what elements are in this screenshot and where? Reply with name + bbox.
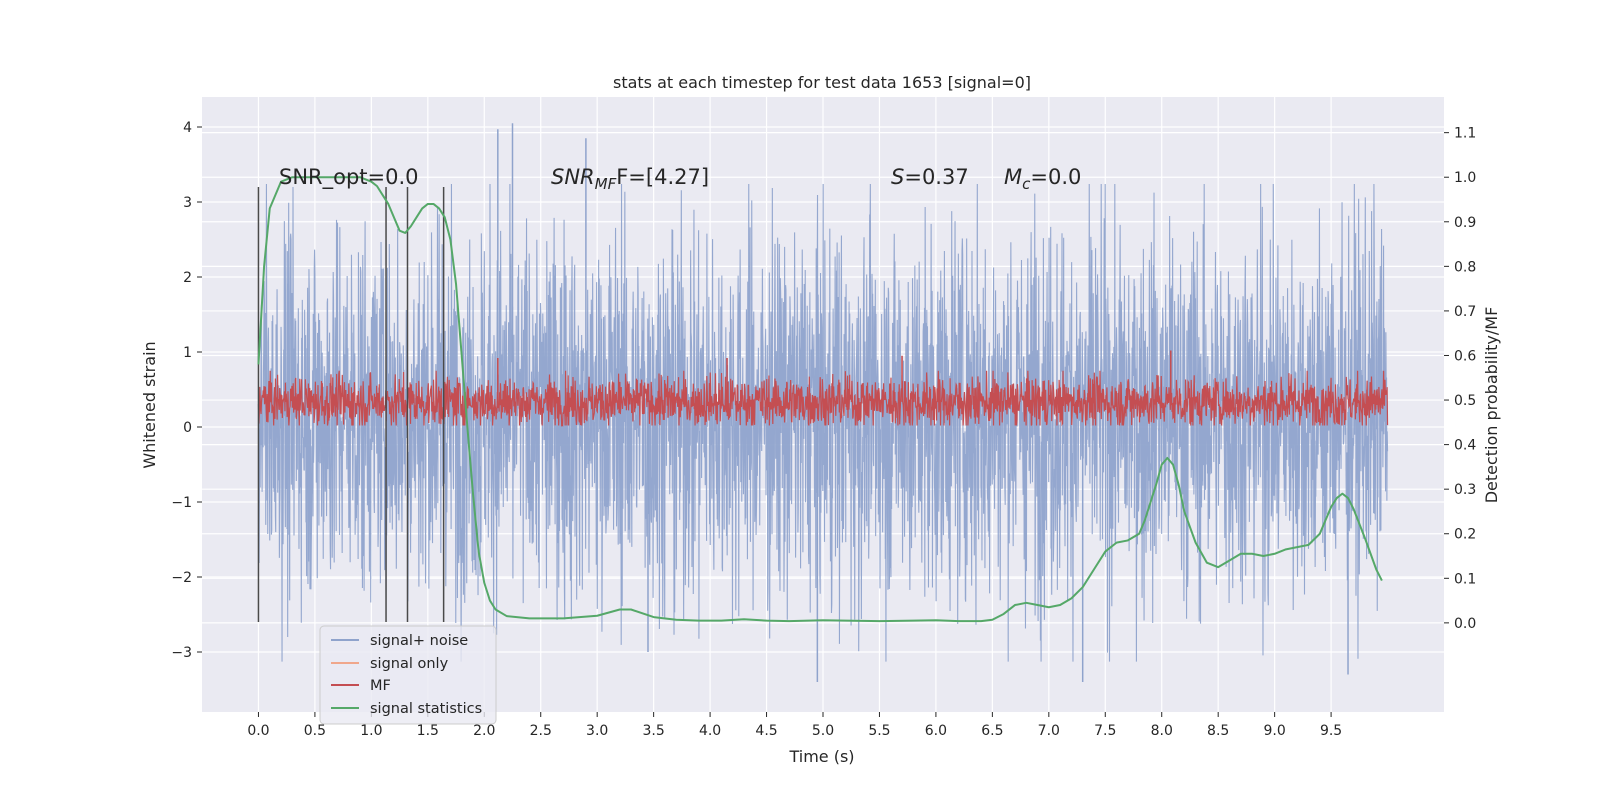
mc-symbol: M bbox=[1004, 165, 1022, 189]
x-tick-label-19: 9.5 bbox=[1320, 723, 1342, 739]
x-tick-label-13: 6.5 bbox=[981, 723, 1003, 739]
vertical-markers bbox=[257, 187, 445, 622]
series-mf bbox=[257, 350, 1389, 427]
legend-label-signal-only: signal only bbox=[370, 656, 449, 672]
snr-mf-suffix: F=[4.27] bbox=[616, 165, 709, 189]
x-tick-label-9: 4.5 bbox=[755, 723, 777, 739]
mf-trace bbox=[257, 370, 1389, 427]
mc-value: =0.0 bbox=[1030, 165, 1081, 189]
x-tick-label-14: 7.0 bbox=[1038, 723, 1060, 739]
x-tick-label-5: 2.5 bbox=[530, 723, 552, 739]
x-tick-label-17: 8.5 bbox=[1207, 723, 1229, 739]
x-tick-label-0: 0.0 bbox=[247, 723, 269, 739]
y-right-tick-label-5: 0.5 bbox=[1454, 393, 1476, 409]
x-tick-label-12: 6.0 bbox=[925, 723, 947, 739]
y-right-tick-label-3: 0.3 bbox=[1454, 482, 1476, 498]
y-right-tick-label-8: 0.8 bbox=[1454, 259, 1476, 275]
x-tick-label-4: 2.0 bbox=[473, 723, 495, 739]
y-axis-right-label: Detection probability/MF bbox=[1482, 307, 1501, 504]
annotation-snr-mf: SNRMFF=[4.27] bbox=[551, 165, 709, 193]
x-tick-label-3: 1.5 bbox=[417, 723, 439, 739]
legend-label-signal-statistics: signal statistics bbox=[370, 701, 482, 717]
x-tick-label-8: 4.0 bbox=[699, 723, 721, 739]
x-tick-label-7: 3.5 bbox=[643, 723, 665, 739]
x-axis-label: Time (s) bbox=[788, 747, 854, 766]
snr-mf-prefix: SNR bbox=[551, 165, 595, 189]
y-right-tick-label-1: 0.1 bbox=[1454, 571, 1476, 587]
annotation-s: S=0.37 bbox=[891, 165, 969, 189]
y-tick-label-2: −1 bbox=[171, 495, 192, 511]
series-signal-noise bbox=[257, 123, 1389, 682]
x-tick-label-11: 5.5 bbox=[868, 723, 890, 739]
legend-box bbox=[319, 625, 497, 725]
y-right-tick-label-6: 0.6 bbox=[1454, 348, 1476, 364]
x-tick-label-16: 8.0 bbox=[1151, 723, 1173, 739]
y-right-tick-label-10: 1.0 bbox=[1454, 170, 1476, 186]
y-axis-label: Whitened strain bbox=[140, 341, 159, 468]
x-axis-ticks: 0.0 0.5 1.0 1.5 2.0 2.5 3.0 3.5 4.0 4.5 5.0 5.5 6.0 6… bbox=[247, 712, 1342, 739]
x-tick-label-18: 9.0 bbox=[1264, 723, 1286, 739]
y-tick-label-7: 4 bbox=[183, 120, 192, 136]
snr-mf-sub: MF bbox=[595, 175, 617, 193]
x-tick-label-6: 3.0 bbox=[586, 723, 608, 739]
y-right-tick-label-9: 0.9 bbox=[1454, 215, 1476, 231]
legend-label-signal-noise: signal+ noise bbox=[370, 633, 468, 649]
y-right-tick-label-7: 0.7 bbox=[1454, 304, 1476, 320]
x-tick-label-2: 1.0 bbox=[360, 723, 382, 739]
y-axis-right-ticks: 0.0 0.1 0.2 0.3 0.4 0.5 0.6 0.7 0.8 0.9 1.0 1.1 bbox=[1444, 126, 1476, 632]
mc-sub: c bbox=[1022, 175, 1031, 193]
annotation-mc: Mc=0.0 bbox=[1004, 165, 1081, 193]
y-axis-ticks: −3 −2 −1 0 1 2 3 4 bbox=[171, 120, 202, 661]
y-tick-label-3: 0 bbox=[183, 420, 192, 436]
legend-label-mf: MF bbox=[370, 678, 391, 694]
x-tick-label-1: 0.5 bbox=[304, 723, 326, 739]
x-tick-label-10: 5.0 bbox=[812, 723, 834, 739]
y-tick-label-6: 3 bbox=[183, 195, 192, 211]
signal-statistics-line bbox=[257, 176, 1383, 623]
legend: signal+ noise signal only MF signal stat… bbox=[319, 625, 497, 725]
y-tick-label-0: −3 bbox=[171, 645, 192, 661]
s-value: =0.37 bbox=[904, 165, 968, 189]
chart-title: stats at each timestep for test data 165… bbox=[613, 73, 1031, 92]
s-symbol: S bbox=[891, 165, 904, 189]
y-right-tick-label-0: 0.0 bbox=[1454, 616, 1476, 632]
series-signal-statistics bbox=[257, 176, 1383, 623]
annotation-snr-opt: SNR_opt=0.0 bbox=[279, 165, 419, 190]
x-tick-label-15: 7.5 bbox=[1094, 723, 1116, 739]
y-right-tick-label-2: 0.2 bbox=[1454, 527, 1476, 543]
y-tick-label-5: 2 bbox=[183, 270, 192, 286]
y-right-tick-label-4: 0.4 bbox=[1454, 438, 1476, 454]
y-right-tick-label-11: 1.1 bbox=[1454, 126, 1476, 142]
y-tick-label-4: 1 bbox=[183, 345, 192, 361]
y-tick-label-1: −2 bbox=[171, 570, 192, 586]
signal-noise-trace bbox=[257, 183, 1389, 662]
